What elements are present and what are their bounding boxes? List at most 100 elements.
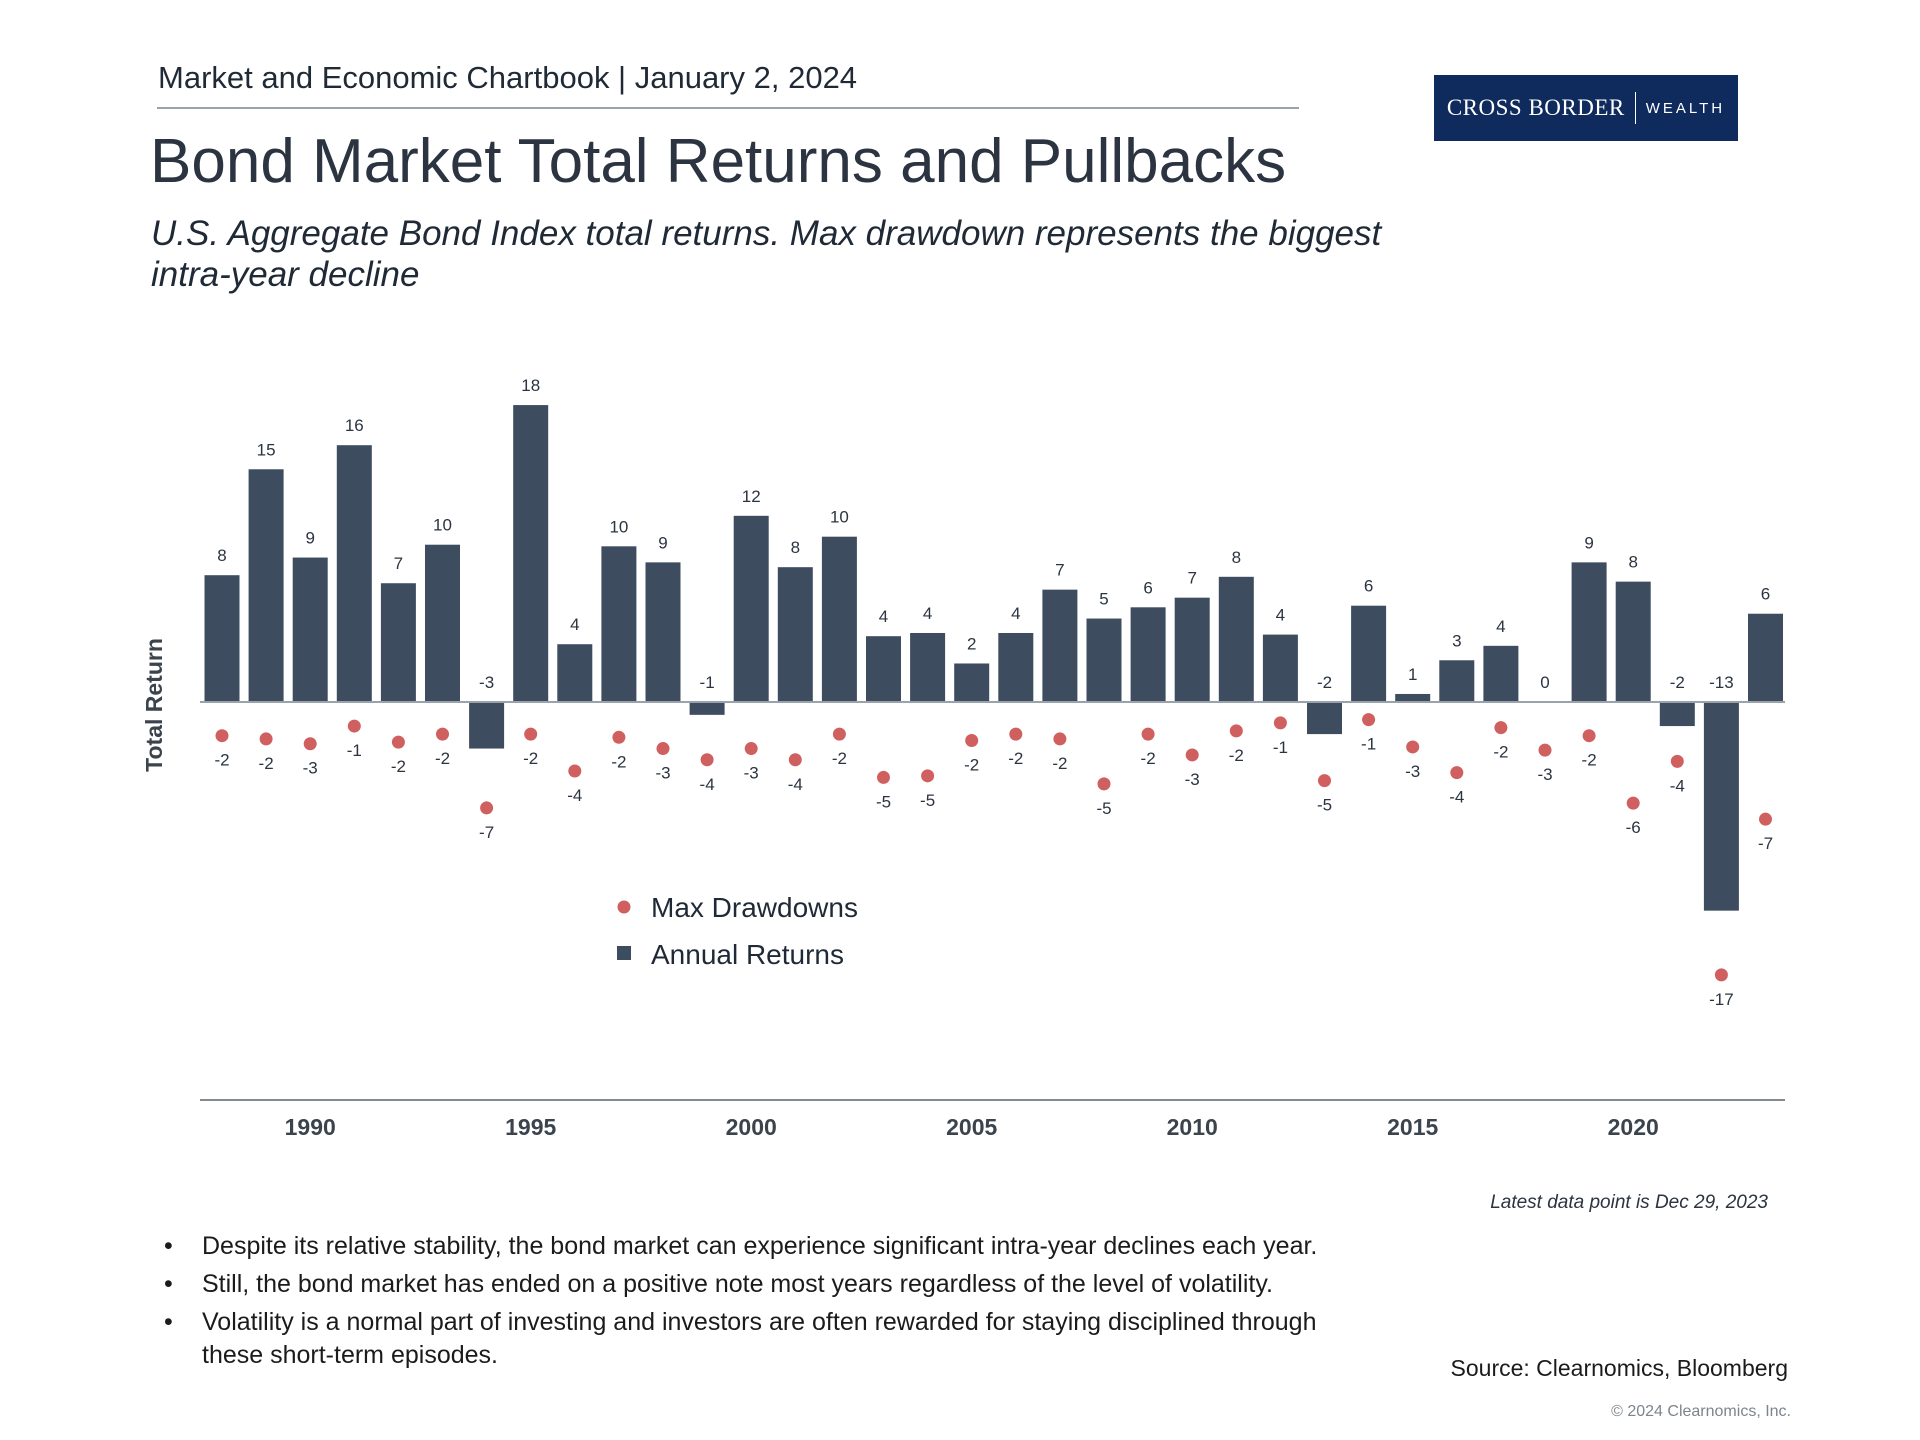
- bar-label-2006: 4: [1011, 604, 1020, 623]
- copyright-notice: © 2024 Clearnomics, Inc.: [1611, 1403, 1791, 1420]
- bar-2015: [1395, 693, 1431, 702]
- bar-label-2016: 3: [1452, 631, 1461, 650]
- drawdown-dot-2020: [1626, 796, 1640, 810]
- drawdown-label-2015: -3: [1405, 762, 1420, 781]
- bar-label-1997: 10: [609, 517, 628, 536]
- bar-2002: [821, 536, 857, 702]
- drawdown-label-1996: -4: [567, 786, 582, 805]
- bar-label-1994: -3: [479, 673, 494, 692]
- bar-1989: [248, 469, 284, 702]
- bar-2012: [1262, 634, 1298, 702]
- bar-2009: [1130, 607, 1166, 702]
- bar-label-2022: -13: [1709, 673, 1734, 692]
- drawdown-dot-1997: [612, 730, 626, 744]
- bar-2023: [1748, 613, 1783, 702]
- bar-label-2017: 4: [1496, 617, 1505, 636]
- bar-1992: [380, 583, 416, 702]
- drawdown-label-2023: -7: [1758, 834, 1773, 853]
- x-tick-2015: 2015: [1387, 1114, 1438, 1140]
- drawdown-label-1997: -2: [611, 752, 626, 771]
- bar-2020: [1615, 581, 1651, 702]
- cross-border-wealth-logo: CROSS BORDER WEALTH: [1434, 75, 1738, 141]
- takeaway-item: • Despite its relative stability, the bon…: [160, 1230, 1360, 1263]
- bar-label-2003: 4: [879, 607, 888, 626]
- drawdown-dot-2012: [1273, 716, 1287, 730]
- drawdown-dot-2019: [1582, 729, 1596, 743]
- bar-label-1992: 7: [394, 554, 403, 573]
- page-title: Bond Market Total Returns and Pullbacks: [150, 127, 1287, 196]
- bar-label-2001: 8: [791, 538, 800, 557]
- drawdown-label-2010: -3: [1185, 770, 1200, 789]
- drawdown-dot-1991: [347, 719, 361, 733]
- x-tick-2020: 2020: [1608, 1114, 1659, 1140]
- legend-max-drawdowns-marker: [617, 900, 631, 914]
- x-tick-1990: 1990: [285, 1114, 336, 1140]
- key-takeaways-list: • Despite its relative stability, the bon…: [160, 1230, 1360, 1377]
- bar-2001: [777, 567, 813, 702]
- bar-2004: [910, 632, 946, 702]
- annual-return-bars: [204, 405, 1783, 911]
- logo-brand-text: CROSS BORDER: [1446, 95, 1625, 120]
- bar-2019: [1571, 562, 1607, 702]
- drawdown-label-2002: -2: [832, 749, 847, 768]
- bar-1991: [336, 445, 372, 702]
- bar-label-2018: 0: [1540, 673, 1549, 692]
- drawdown-dot-1995: [524, 727, 538, 741]
- bar-label-1991: 16: [345, 416, 364, 435]
- drawdown-label-2018: -3: [1537, 765, 1552, 784]
- source-credit: Source: Clearnomics, Bloomberg: [1450, 1355, 1788, 1381]
- bar-label-2000: 12: [742, 487, 761, 506]
- legend-annual-returns-marker: [617, 946, 631, 960]
- drawdown-dot-2001: [788, 753, 802, 767]
- bar-label-2008: 5: [1099, 590, 1108, 609]
- header-divider: [157, 107, 1299, 109]
- bar-label-2020: 8: [1628, 553, 1637, 572]
- x-tick-2005: 2005: [946, 1114, 997, 1140]
- drawdown-dot-1998: [656, 742, 670, 756]
- bar-2021: [1659, 702, 1695, 727]
- bar-label-2004: 4: [923, 604, 932, 623]
- bar-label-1993: 10: [433, 516, 452, 535]
- drawdown-dot-1989: [259, 732, 273, 746]
- drawdown-label-2019: -2: [1582, 751, 1597, 770]
- chart-legend: Max Drawdowns Annual Returns: [617, 892, 858, 970]
- drawdown-label-1999: -4: [700, 775, 715, 794]
- drawdown-label-2017: -2: [1493, 743, 1508, 762]
- latest-data-note: Latest data point is Dec 29, 2023: [1490, 1192, 1768, 1213]
- drawdown-label-1995: -2: [523, 749, 538, 768]
- bullet-marker: •: [164, 1232, 173, 1260]
- bar-label-1998: 9: [658, 533, 667, 552]
- drawdown-label-2016: -4: [1449, 788, 1464, 807]
- drawdown-dot-2006: [1009, 727, 1023, 741]
- drawdown-dot-2004: [921, 769, 935, 783]
- drawdown-label-1992: -2: [391, 757, 406, 776]
- chartbook-header: Market and Economic Chartbook | January …: [158, 60, 858, 95]
- bar-label-2010: 7: [1187, 569, 1196, 588]
- bar-label-2023: 6: [1761, 585, 1770, 604]
- bar-label-2015: 1: [1408, 665, 1417, 684]
- x-tick-1995: 1995: [505, 1114, 556, 1140]
- takeaway-item: • Volatility is a normal part of investin…: [160, 1306, 1360, 1372]
- bar-label-2009: 6: [1143, 578, 1152, 597]
- drawdown-label-2009: -2: [1141, 749, 1156, 768]
- bar-1997: [601, 546, 637, 702]
- bar-label-1999: -1: [700, 673, 715, 692]
- drawdown-dot-2015: [1406, 740, 1420, 754]
- takeaway-text: Still, the bond market has ended on a po…: [202, 1270, 1273, 1298]
- bar-2003: [866, 636, 901, 702]
- bar-label-1989: 15: [257, 440, 276, 459]
- logo-wealth-text: WEALTH: [1645, 99, 1726, 117]
- drawdown-dot-2022: [1714, 968, 1728, 982]
- drawdown-label-1998: -3: [655, 764, 670, 783]
- drawdown-dot-2021: [1670, 754, 1684, 768]
- bar-label-2007: 7: [1055, 561, 1064, 580]
- y-axis-label: Total Return: [141, 638, 167, 772]
- drawdown-dot-2009: [1141, 727, 1155, 741]
- drawdown-label-1989: -2: [259, 754, 274, 773]
- drawdown-label-2000: -3: [744, 764, 759, 783]
- drawdown-label-2014: -1: [1361, 735, 1376, 754]
- drawdown-dot-1988: [215, 729, 229, 743]
- bar-1995: [513, 405, 549, 702]
- drawdown-label-2004: -5: [920, 791, 935, 810]
